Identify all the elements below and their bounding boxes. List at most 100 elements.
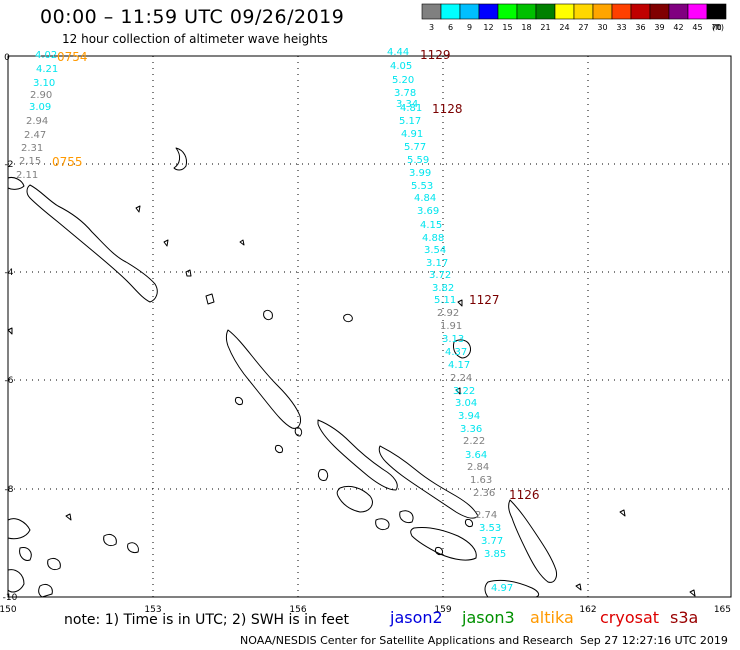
footer-credit: NOAA/NESDIS Center for Satellite Applica… xyxy=(240,634,574,647)
wave-height-label: 4.05 xyxy=(390,61,412,72)
legend-label: 24 xyxy=(559,23,569,32)
legend-swatch xyxy=(573,3,594,20)
legend-swatch xyxy=(668,3,689,20)
y-tick-label: -4 xyxy=(5,268,14,278)
wave-height-label: 3.94 xyxy=(458,411,480,422)
legend-label: 70 xyxy=(711,23,721,32)
legend-label: 6 xyxy=(448,23,453,32)
legend-label: 39 xyxy=(654,23,664,32)
wave-height-label: 5.11 xyxy=(434,295,456,306)
wave-height-label: 5.77 xyxy=(404,142,426,153)
wave-height-label: 2.92 xyxy=(437,308,459,319)
legend-swatch xyxy=(554,3,575,20)
wave-height-label: 2.74 xyxy=(475,510,497,521)
map-frame xyxy=(7,55,732,598)
wave-height-label: 3.17 xyxy=(426,258,448,269)
wave-height-label: 4.17 xyxy=(448,360,470,371)
wave-height-label: 2.24 xyxy=(450,373,472,384)
coastline-choiseul xyxy=(317,419,398,491)
y-tick-label: -2 xyxy=(5,160,14,170)
footer-timestamp: Sep 27 12:27:16 UTC 2019 xyxy=(580,634,728,647)
wave-height-label: 3.13 xyxy=(442,334,464,345)
wave-height-label: 3.78 xyxy=(394,88,416,99)
wave-height-label: 4.44 xyxy=(387,47,409,58)
wave-height-label: 5.59 xyxy=(407,155,429,166)
lat-lon-grid xyxy=(8,56,731,597)
coastline-ontong-java xyxy=(453,339,471,359)
coastline-makira xyxy=(484,579,540,598)
y-tick-label: 0 xyxy=(4,53,10,63)
legend-label: 21 xyxy=(540,23,550,32)
footer-note: note: 1) Time is in UTC; 2) SWH is in fe… xyxy=(64,612,350,628)
x-tick-label: 165 xyxy=(714,605,731,615)
legend-label: 30 xyxy=(597,23,607,32)
legend-swatch xyxy=(687,3,708,20)
coastline-guadalcanal xyxy=(410,527,477,561)
wave-height-label: 3.22 xyxy=(453,386,475,397)
wave-height-label: 3.64 xyxy=(465,450,487,461)
pass-time-label: 1129 xyxy=(420,48,451,62)
wave-height-label: 2.31 xyxy=(21,143,43,154)
coastline-bougainville xyxy=(226,329,301,429)
legend-label: 15 xyxy=(502,23,512,32)
legend-label: 27 xyxy=(578,23,588,32)
legend-swatch xyxy=(706,3,727,20)
map-title: 00:00 – 11:59 UTC 09/26/2019 xyxy=(40,6,345,28)
x-tick-label: 159 xyxy=(434,605,451,615)
sat-legend-jason3: jason3 xyxy=(462,608,515,627)
wave-height-label: 3.85 xyxy=(484,549,506,560)
wave-height-label: 2.11 xyxy=(16,170,38,181)
longitude-tick-labels: 150 153 156 159 162 165 xyxy=(0,605,731,615)
legend-label: 33 xyxy=(616,23,626,32)
coastline-islet xyxy=(173,147,187,171)
wave-height-label: 4.15 xyxy=(420,220,442,231)
legend-label: 42 xyxy=(673,23,683,32)
coastline-new-hanover xyxy=(7,177,25,190)
color-legend: 3 6 9 12 15 18 21 24 27 30 33 36 39 42 45 70(ft) xyxy=(421,3,727,32)
x-tick-label: 153 xyxy=(144,605,161,615)
legend-label: 3 xyxy=(429,23,434,32)
wave-height-label: 3.99 xyxy=(409,168,431,179)
wave-height-label: 3.72 xyxy=(429,270,451,281)
wave-height-label: 2.90 xyxy=(30,90,52,101)
wave-height-label: 2.36 xyxy=(473,488,495,499)
legend-label: 9 xyxy=(467,23,472,32)
legend-unit: (ft) xyxy=(712,23,724,32)
legend-label: 45 xyxy=(692,23,702,32)
map-subtitle: 12 hour collection of altimeter wave hei… xyxy=(62,32,328,46)
coastline-new-georgia xyxy=(336,485,373,513)
wave-height-label: 1.91 xyxy=(440,321,462,332)
pass-time-label: 1126 xyxy=(509,488,540,502)
sat-legend-s3a: s3a xyxy=(670,608,699,627)
wave-height-label: 4.84 xyxy=(414,193,436,204)
wave-height-label: 2.22 xyxy=(463,436,485,447)
wave-height-label: 4.97 xyxy=(491,583,513,594)
x-tick-label: 150 xyxy=(0,605,17,615)
sat-legend-jason2: jason2 xyxy=(390,608,443,627)
coastline-malaita xyxy=(508,499,557,583)
wave-height-label: 3.36 xyxy=(460,424,482,435)
legend-label: 36 xyxy=(635,23,645,32)
legend-swatch xyxy=(459,3,480,20)
wave-height-label: 4.37 xyxy=(445,347,467,358)
wave-height-label: 3.53 xyxy=(479,523,501,534)
coastline-new-ireland xyxy=(26,184,158,303)
wave-height-label: 3.82 xyxy=(432,283,454,294)
y-tick-label: -6 xyxy=(5,376,14,386)
legend-swatch xyxy=(630,3,651,20)
wave-height-label: 5.17 xyxy=(399,116,421,127)
legend-swatch xyxy=(535,3,556,20)
y-tick-label: -8 xyxy=(5,485,14,495)
wave-height-label: 3.10 xyxy=(33,78,55,89)
pass-time-label: 1127 xyxy=(469,293,500,307)
pass-time-label: 0755 xyxy=(52,155,83,169)
wave-height-label: 1.63 xyxy=(470,475,492,486)
wave-height-label: 2.47 xyxy=(24,130,46,141)
latitude-tick-labels: 0 -2 -4 -6 -8 -10 xyxy=(3,53,18,603)
y-tick-label: -10 xyxy=(3,593,18,603)
wave-height-label: 4.91 xyxy=(401,129,423,140)
wave-height-label: 3.69 xyxy=(417,206,439,217)
x-tick-label: 156 xyxy=(289,605,306,615)
wave-height-label: 3.09 xyxy=(29,102,51,113)
